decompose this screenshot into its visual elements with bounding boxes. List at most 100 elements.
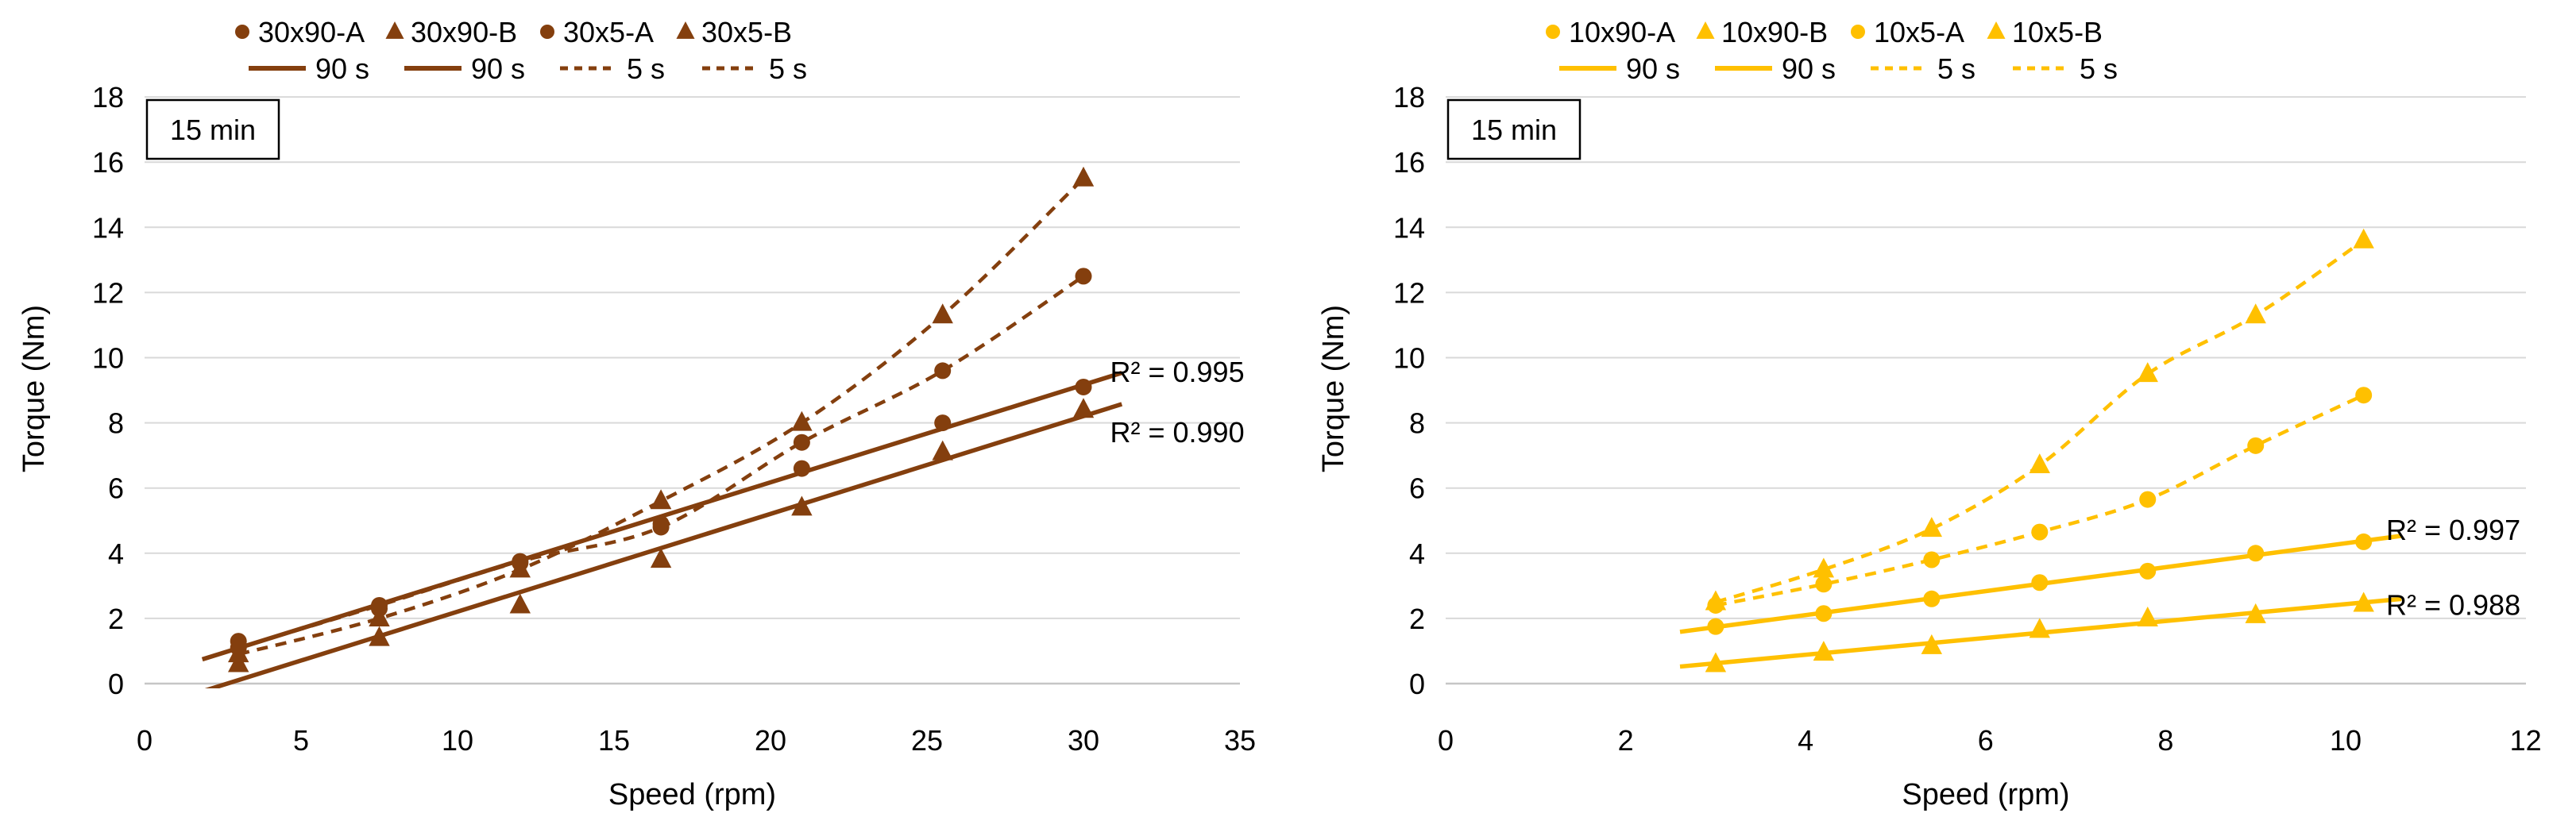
- left-torque-speed-chart: 0 2 4 6 8 10 12 14 16 18 0 5 10 15 20 25 30 35 Speed (rpm)…: [0, 0, 1287, 836]
- trendline-30x90-B: [204, 402, 1123, 688]
- x-axis-title: Speed (rpm): [1902, 778, 2069, 811]
- y-tick-label: 14: [92, 211, 124, 244]
- legend-line-label: 5 s: [627, 52, 665, 85]
- right-torque-speed-chart: 0 2 4 6 8 10 12 14 16 18 0 2 4 6 8 10 12 Speed (rpm) Torqu…: [1289, 0, 2576, 836]
- x-tick-label: 12: [2510, 724, 2542, 757]
- legend-line-label: 90 s: [1782, 52, 1836, 85]
- annotation-box-label: 15 min: [1471, 114, 1557, 146]
- series-30x5-B: [228, 166, 1095, 663]
- y-tick-label: 18: [92, 81, 124, 114]
- marker-triangle-10x5-B: [2029, 453, 2050, 474]
- legend-marker-10x90-B: [1696, 21, 1715, 39]
- marker-circle-10x5-A: [2139, 491, 2157, 508]
- x-tick-label: 20: [755, 724, 786, 757]
- y-tick-label: 12: [1393, 276, 1425, 309]
- marker-triangle-10x5-B: [2353, 228, 2374, 249]
- y-tick-label: 2: [108, 603, 124, 635]
- y-tick-label: 4: [1409, 538, 1425, 570]
- marker-circle-10x90-A: [2031, 574, 2049, 591]
- y-axis-title: Torque (Nm): [1317, 305, 1350, 472]
- y-tick-label: 2: [1409, 603, 1425, 635]
- y-tick-label: 16: [1393, 146, 1425, 179]
- marker-circle-30x5-A: [793, 433, 810, 451]
- marker-triangle-30x5-B: [509, 557, 531, 578]
- legend-line-label: 90 s: [315, 52, 369, 85]
- series-10x90-A: [1707, 533, 2373, 635]
- legend-label: 30x5-A: [563, 16, 654, 48]
- annotation-box: [1446, 98, 1582, 160]
- dashed-curve-10x5-B: [1715, 238, 2365, 604]
- marker-circle-10x5-A: [1923, 551, 1941, 568]
- x-tick-label: 10: [442, 724, 473, 757]
- y-tick-label: 0: [108, 668, 124, 700]
- legend-marker-10x5-B: [1987, 21, 2006, 39]
- legend-label: 10x5-A: [1874, 16, 1964, 48]
- marker-triangle-10x5-B: [1705, 590, 1727, 611]
- marker-triangle-30x5-B: [1072, 166, 1095, 187]
- marker-triangle-30x90-B: [932, 440, 953, 460]
- r2-annotation-1: R² = 0.990: [1110, 416, 1244, 449]
- marker-circle-10x90-A: [2139, 562, 2157, 580]
- series-lines: [1679, 238, 2402, 669]
- x-tick-label: 0: [1438, 724, 1454, 757]
- marker-triangle-10x5-B: [2137, 362, 2158, 383]
- legend-label: 30x90-B: [411, 16, 517, 48]
- x-tick-label: 4: [1798, 724, 1813, 757]
- legend-label: 30x90-A: [258, 16, 365, 48]
- marker-circle-30x5-A: [1075, 268, 1092, 285]
- series-10x5-B: [1705, 228, 2374, 611]
- y-tick-label: 4: [108, 538, 124, 570]
- legend-marker-10x90-A: [1546, 25, 1560, 39]
- legend-line-label: 5 s: [2080, 52, 2118, 85]
- marker-triangle-10x90-B: [2029, 618, 2050, 638]
- marker-circle-10x5-A: [2355, 387, 2373, 404]
- chart-canvas: 0 2 4 6 8 10 12 14 16 18 0 2 4 6 8 10 12 Speed (rpm) Torqu…: [1317, 16, 2542, 811]
- x-tick-label: 6: [1978, 724, 1994, 757]
- y-tick-label: 6: [108, 472, 124, 505]
- marker-circle-30x90-A: [793, 460, 810, 477]
- y-tick-label: 0: [1409, 668, 1425, 700]
- legend-label: 30x5-B: [701, 16, 792, 48]
- y-tick-label: 8: [1409, 407, 1425, 440]
- r2-annotation-0: R² = 0.997: [2386, 514, 2520, 546]
- marker-triangle-30x5-B: [228, 642, 249, 663]
- legend-label: 10x5-B: [2012, 16, 2103, 48]
- y-tick-label: 12: [92, 276, 124, 309]
- marker-circle-30x5-A: [371, 596, 388, 614]
- marker-circle-10x5-A: [2031, 523, 2049, 541]
- chart-canvas: 0 2 4 6 8 10 12 14 16 18 0 5 10 15 20 25 30 35 Speed (rpm)…: [17, 16, 1256, 811]
- legend-marker-30x5-A: [540, 25, 554, 39]
- marker-triangle-30x5-B: [369, 607, 390, 626]
- marker-triangle-10x90-B: [2245, 603, 2266, 623]
- x-axis-title: Speed (rpm): [608, 778, 776, 811]
- legend-label: 10x90-B: [1721, 16, 1828, 48]
- x-tick-label: 10: [2330, 724, 2362, 757]
- marker-triangle-30x90-B: [650, 548, 672, 568]
- dashed-curve-30x5-B: [238, 177, 1085, 657]
- x-tick-label: 0: [137, 724, 153, 757]
- marker-triangle-10x90-B: [1813, 641, 1835, 661]
- legend-line-label: 90 s: [1626, 52, 1680, 85]
- marker-circle-10x5-A: [1815, 576, 1833, 593]
- annotation-box: [145, 98, 280, 160]
- marker-triangle-10x5-B: [1921, 517, 1943, 538]
- marker-triangle-10x90-B: [2353, 591, 2374, 612]
- x-tick-label: 30: [1068, 724, 1099, 757]
- legend-marker-30x90-A: [235, 25, 249, 39]
- legend-line-label: 5 s: [769, 52, 807, 85]
- y-tick-label: 16: [92, 146, 124, 179]
- series-lines: [201, 177, 1123, 688]
- marker-triangle-30x5-B: [650, 489, 672, 510]
- x-tick-label: 8: [2157, 724, 2173, 757]
- r2-annotation-0: R² = 0.995: [1110, 356, 1244, 388]
- legend-marker-10x5-A: [1851, 25, 1865, 39]
- marker-circle-10x5-A: [2247, 437, 2265, 454]
- r2-annotation-1: R² = 0.988: [2386, 588, 2520, 621]
- x-tick-label: 2: [1618, 724, 1634, 757]
- marker-circle-10x90-A: [2355, 533, 2373, 550]
- marker-triangle-10x90-B: [1705, 652, 1727, 672]
- marker-triangle-30x90-B: [509, 593, 531, 614]
- legend-marker-30x5-B: [676, 21, 695, 39]
- y-tick-label: 18: [1393, 81, 1425, 114]
- x-tick-label: 35: [1224, 724, 1256, 757]
